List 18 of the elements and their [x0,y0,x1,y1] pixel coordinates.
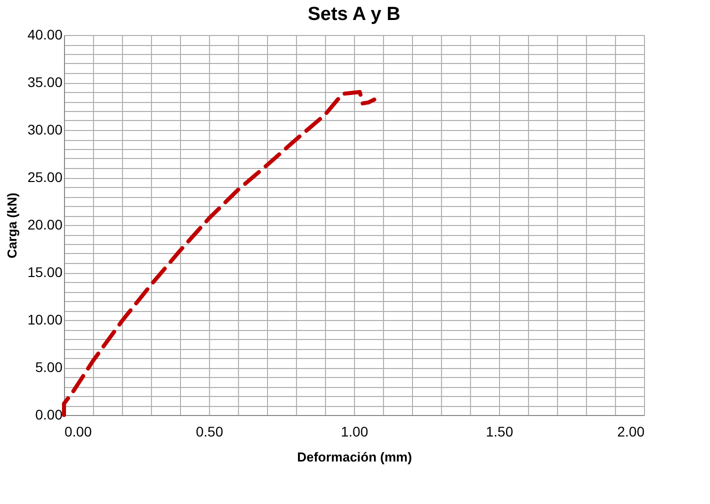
x-tick-label: 1.00 [340,424,368,440]
y-tick-label: 5.00 [35,359,63,375]
x-tick-label: 0.00 [64,424,92,440]
y-tick-label: 35.00 [27,74,63,90]
y-tick-label: 25.00 [27,169,63,185]
y-tick-label: 20.00 [27,216,63,232]
x-tick-label: 2.00 [617,424,645,440]
y-tick-label: 40.00 [27,26,63,42]
chart-title: Sets A y B [308,4,400,25]
line-series [62,90,376,417]
y-tick-label: 30.00 [27,122,63,138]
y-tick-label: 10.00 [27,312,63,328]
x-tick-label: 0.50 [196,424,224,440]
x-axis-title: Deformación (mm) [297,450,412,464]
y-tick-label: 15.00 [27,264,63,280]
x-tick-label: 1.50 [486,424,514,440]
y-tick-label: 0.00 [35,406,63,422]
y-axis-title: Carga (kN) [4,192,20,258]
